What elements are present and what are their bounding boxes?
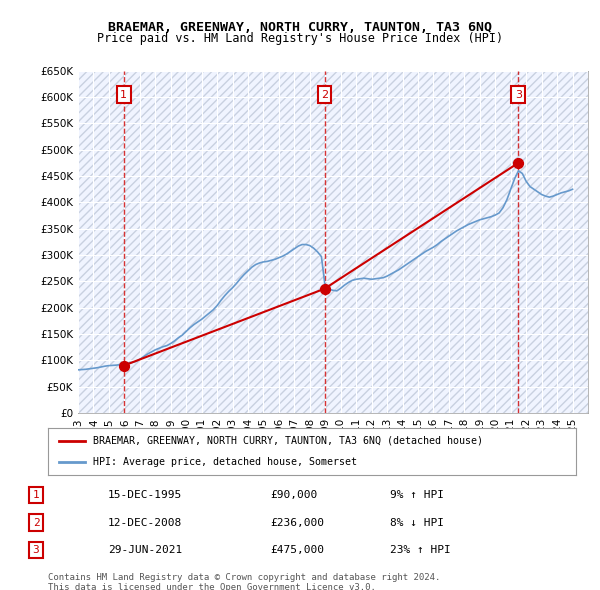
Text: 8% ↓ HPI: 8% ↓ HPI xyxy=(390,517,444,527)
Text: 1: 1 xyxy=(120,90,127,100)
Text: This data is licensed under the Open Government Licence v3.0.: This data is licensed under the Open Gov… xyxy=(48,583,376,590)
Text: 29-JUN-2021: 29-JUN-2021 xyxy=(108,545,182,555)
Text: 1: 1 xyxy=(32,490,40,500)
Text: Contains HM Land Registry data © Crown copyright and database right 2024.: Contains HM Land Registry data © Crown c… xyxy=(48,573,440,582)
Text: 12-DEC-2008: 12-DEC-2008 xyxy=(108,517,182,527)
Text: £475,000: £475,000 xyxy=(270,545,324,555)
Text: £90,000: £90,000 xyxy=(270,490,317,500)
Text: 9% ↑ HPI: 9% ↑ HPI xyxy=(390,490,444,500)
Text: HPI: Average price, detached house, Somerset: HPI: Average price, detached house, Some… xyxy=(93,457,357,467)
Point xyxy=(514,158,523,168)
Text: 2: 2 xyxy=(321,90,328,100)
Text: 3: 3 xyxy=(515,90,522,100)
Text: 2: 2 xyxy=(32,517,40,527)
Text: 3: 3 xyxy=(32,545,40,555)
Point xyxy=(320,284,329,293)
Text: BRAEMAR, GREENWAY, NORTH CURRY, TAUNTON, TA3 6NQ: BRAEMAR, GREENWAY, NORTH CURRY, TAUNTON,… xyxy=(108,21,492,34)
Text: 15-DEC-1995: 15-DEC-1995 xyxy=(108,490,182,500)
Text: 23% ↑ HPI: 23% ↑ HPI xyxy=(390,545,451,555)
Text: Price paid vs. HM Land Registry's House Price Index (HPI): Price paid vs. HM Land Registry's House … xyxy=(97,32,503,45)
Text: £236,000: £236,000 xyxy=(270,517,324,527)
Point xyxy=(119,361,128,371)
Text: BRAEMAR, GREENWAY, NORTH CURRY, TAUNTON, TA3 6NQ (detached house): BRAEMAR, GREENWAY, NORTH CURRY, TAUNTON,… xyxy=(93,436,483,446)
